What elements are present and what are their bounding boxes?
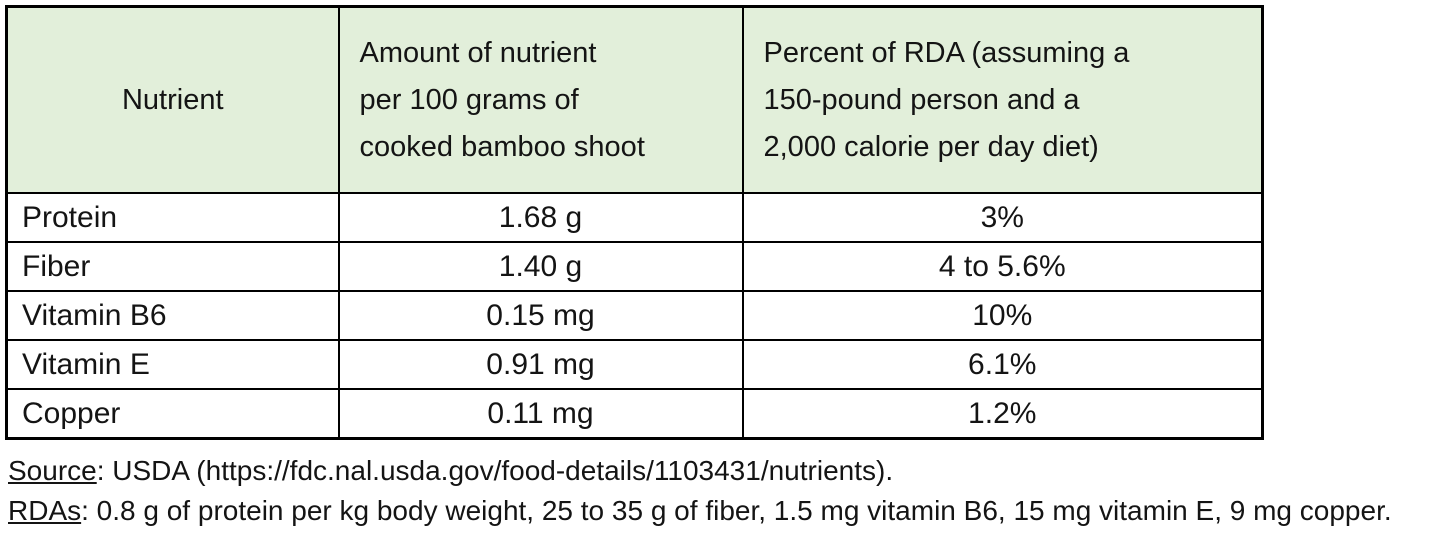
cell-nutrient: Fiber <box>5 241 340 292</box>
cell-percent-rda: 10% <box>741 290 1264 341</box>
cell-nutrient: Protein <box>5 192 340 243</box>
cell-percent-rda: 6.1% <box>741 339 1264 390</box>
cell-nutrient: Vitamin B6 <box>5 290 340 341</box>
cell-percent-rda: 4 to 5.6% <box>741 241 1264 292</box>
table-row-fiber: Fiber 1.40 g 4 to 5.6% <box>5 241 1264 292</box>
header-text-line: 150-pound person and a <box>763 83 1080 116</box>
source-label: Source <box>8 455 97 486</box>
header-cell-nutrient: Nutrient <box>5 5 340 194</box>
source-footnote: Source: USDA (https://fdc.nal.usda.gov/f… <box>8 451 1456 491</box>
table-row-vitamin-b6: Vitamin B6 0.15 mg 10% <box>5 290 1264 341</box>
cell-amount: 1.68 g <box>337 192 744 243</box>
rdas-label: RDAs <box>8 495 82 526</box>
table-row-vitamin-e: Vitamin E 0.91 mg 6.1% <box>5 339 1264 390</box>
table-header: Nutrient Amount of nutrient per 100 gram… <box>5 5 1264 194</box>
header-text-line: Percent of RDA (assuming a <box>763 36 1130 69</box>
rdas-text: : 0.8 g of protein per kg body weight, 2… <box>81 495 1392 526</box>
cell-amount: 0.91 mg <box>337 339 744 390</box>
header-text-line: Amount of nutrient <box>359 36 597 69</box>
table-row-copper: Copper 0.11 mg 1.2% <box>5 388 1264 440</box>
rdas-footnote: RDAs: 0.8 g of protein per kg body weigh… <box>8 491 1456 531</box>
header-text: Nutrient <box>121 83 224 116</box>
page: Nutrient Amount of nutrient per 100 gram… <box>5 5 1456 531</box>
cell-nutrient: Copper <box>5 388 340 440</box>
cell-amount: 0.11 mg <box>337 388 744 440</box>
cell-nutrient: Vitamin E <box>5 339 340 390</box>
table-body: Protein 1.68 g 3% Fiber 1.40 g 4 to 5.6%… <box>5 192 1264 440</box>
cell-percent-rda: 3% <box>741 192 1264 243</box>
cell-amount: 0.15 mg <box>337 290 744 341</box>
header-text-line: per 100 grams of <box>359 83 579 116</box>
header-cell-amount: Amount of nutrient per 100 grams of cook… <box>337 5 744 194</box>
table-row-protein: Protein 1.68 g 3% <box>5 192 1264 243</box>
nutrient-table: Nutrient Amount of nutrient per 100 gram… <box>5 5 1264 440</box>
header-cell-percent-rda: Percent of RDA (assuming a 150-pound per… <box>741 5 1264 194</box>
header-text-line: 2,000 calorie per day diet) <box>763 130 1099 163</box>
header-row: Nutrient Amount of nutrient per 100 gram… <box>5 5 1264 194</box>
cell-amount: 1.40 g <box>337 241 744 292</box>
source-text: : USDA (https://fdc.nal.usda.gov/food-de… <box>96 455 894 486</box>
header-text-line: cooked bamboo shoot <box>359 130 645 163</box>
cell-percent-rda: 1.2% <box>741 388 1264 440</box>
footnotes: Source: USDA (https://fdc.nal.usda.gov/f… <box>8 451 1456 531</box>
